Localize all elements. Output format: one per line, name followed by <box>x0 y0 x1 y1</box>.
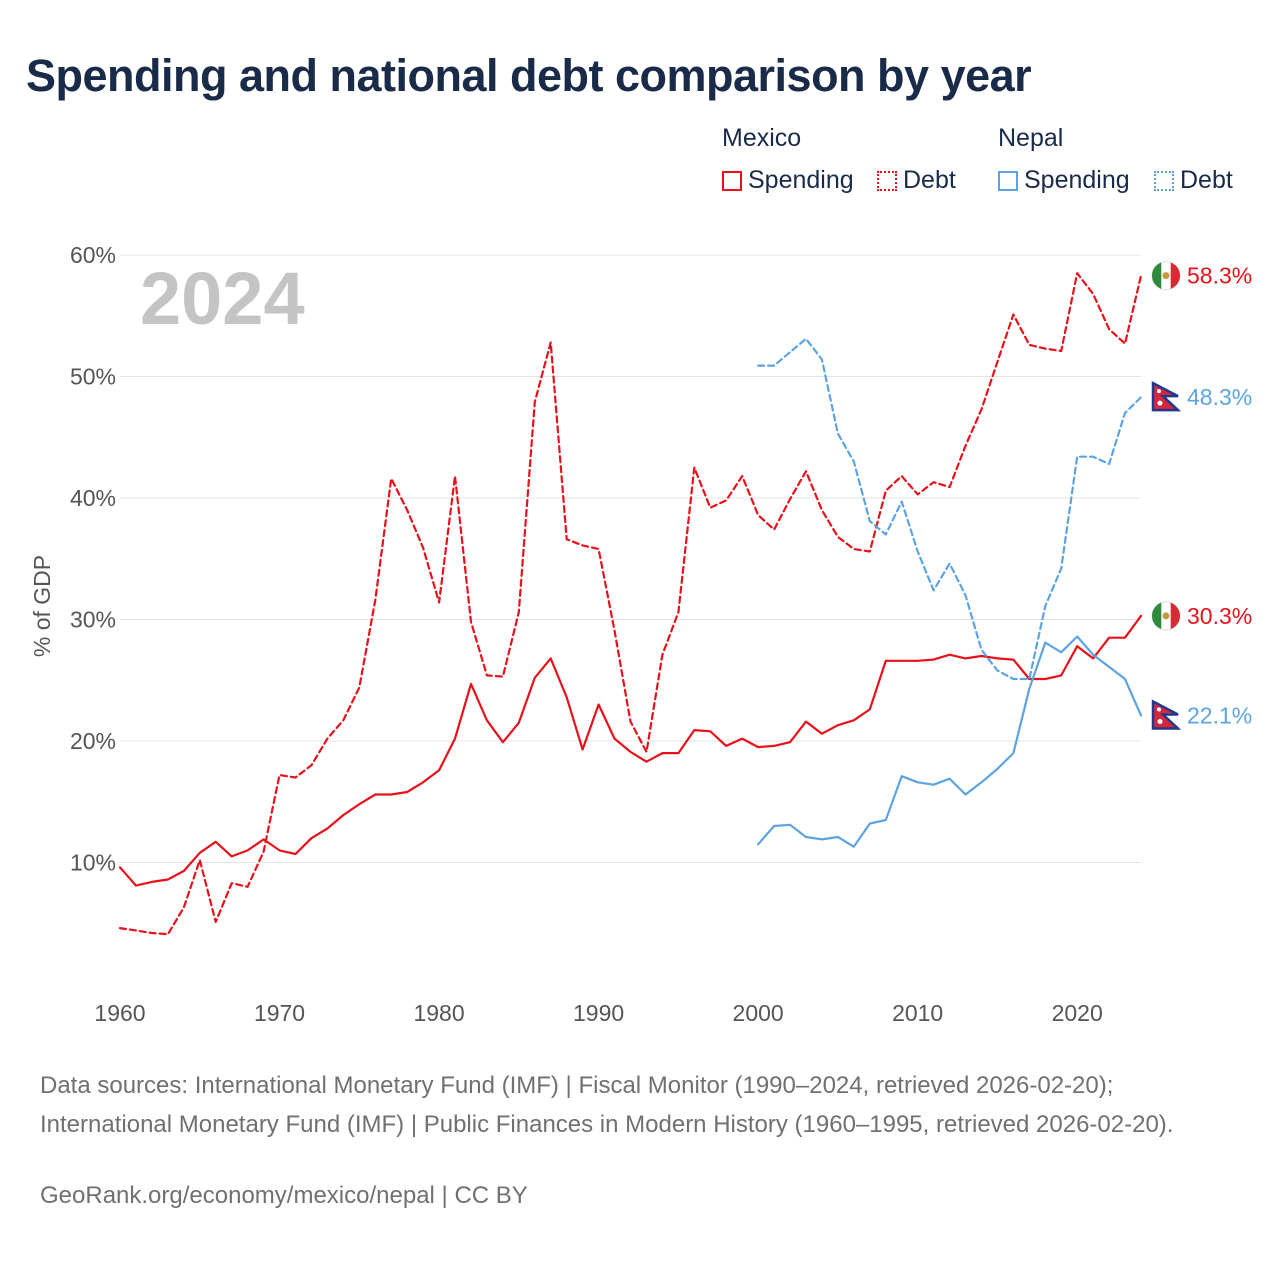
y-tick-label: 10% <box>70 850 116 876</box>
y-tick-label: 40% <box>70 485 116 511</box>
nepal-spending-end-label: 22.1% <box>1187 702 1252 728</box>
x-tick-label: 1980 <box>413 1000 464 1026</box>
y-tick-label: 20% <box>70 728 116 754</box>
flag-moon <box>1157 389 1161 394</box>
gridlines <box>120 254 1141 863</box>
flag-red <box>1170 601 1180 630</box>
year-watermark: 2024 <box>140 257 305 340</box>
legend-label: Debt <box>903 166 956 194</box>
line-chart: 10% 20% 30% 40% 50% 60% 1960 1970 1980 1990 2000 2… <box>29 242 1252 1026</box>
mexico-spending-end-label: 30.3% <box>1187 603 1252 629</box>
legend-label: Debt <box>1180 166 1233 194</box>
legend-swatch-dotted-icon <box>877 170 897 191</box>
legend-mexico-spending[interactable]: Spending <box>722 166 854 195</box>
legend-label: Spending <box>748 166 854 194</box>
flag-green <box>1152 261 1162 290</box>
nepal-spending-line <box>756 635 1143 848</box>
nepal-debt-end-label: 48.3% <box>1187 384 1252 410</box>
flag-red <box>1170 261 1180 290</box>
flag-emblem <box>1162 272 1170 280</box>
x-axis-ticks: 1960 1970 1980 1990 2000 2010 2020 <box>94 1000 1102 1026</box>
legend-nepal-spending[interactable]: Spending <box>998 166 1130 195</box>
flag-emblem <box>1162 612 1170 620</box>
mexico-flag-icon <box>1151 261 1181 291</box>
flag-sun <box>1157 718 1163 724</box>
credit-link[interactable]: GeoRank.org/economy/mexico/nepal | CC BY <box>40 1182 528 1209</box>
flag-moon <box>1157 707 1161 712</box>
x-tick-label: 2020 <box>1052 1000 1103 1026</box>
legend-group-nepal: Nepal <box>998 124 1064 152</box>
legend-nepal-debt[interactable]: Debt <box>1154 166 1233 195</box>
x-tick-label: 1960 <box>94 1000 145 1026</box>
x-tick-label: 1990 <box>573 1000 624 1026</box>
y-axis-label: % of GDP <box>29 555 55 657</box>
legend-swatch-solid-icon <box>998 170 1018 191</box>
y-tick-label: 60% <box>70 242 116 268</box>
y-axis-ticks: 10% 20% 30% 40% 50% 60% <box>70 242 116 876</box>
mexico-debt-end-label: 58.3% <box>1187 263 1252 289</box>
x-tick-label: 2010 <box>892 1000 943 1026</box>
y-tick-label: 30% <box>70 607 116 633</box>
nepal-flag-icon <box>1151 699 1182 730</box>
legend-swatch-solid-icon <box>722 170 742 191</box>
x-tick-label: 2000 <box>733 1000 784 1026</box>
x-tick-label: 1970 <box>254 1000 305 1026</box>
nepal-debt-line <box>756 337 1143 681</box>
chart-title: Spending and national debt comparison by… <box>26 50 1032 101</box>
y-tick-label: 50% <box>70 364 116 390</box>
series-lines <box>118 272 1143 936</box>
end-markers: 30.3% 58.3% 22.1% 48.3% <box>1151 261 1252 730</box>
legend-swatch-dotted-icon <box>1154 170 1174 191</box>
mexico-spending-line <box>118 614 1143 887</box>
flag-green <box>1152 601 1162 630</box>
flag-sun <box>1157 400 1163 406</box>
nepal-flag-icon <box>1151 381 1182 412</box>
data-sources: Data sources: International Monetary Fun… <box>40 1072 1174 1138</box>
legend-mexico-debt[interactable]: Debt <box>877 166 956 195</box>
legend-group-mexico: Mexico <box>722 124 802 152</box>
mexico-flag-icon <box>1151 601 1181 631</box>
legend-label: Spending <box>1024 166 1130 194</box>
mexico-debt-line <box>118 272 1143 936</box>
